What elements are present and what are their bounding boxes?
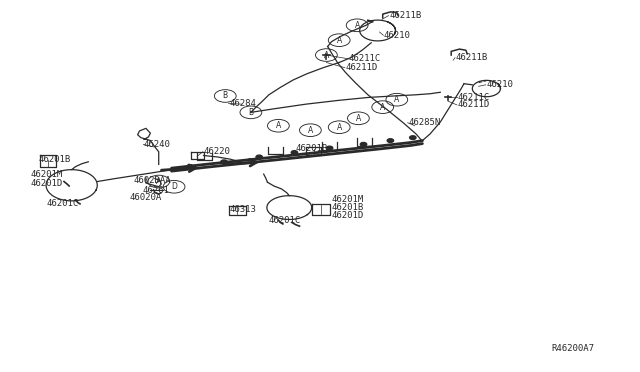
Text: 46261: 46261: [142, 186, 169, 195]
Text: 46210: 46210: [384, 31, 411, 40]
Text: 46201B: 46201B: [38, 155, 70, 164]
Circle shape: [256, 155, 262, 159]
Text: 46201D: 46201D: [332, 211, 364, 219]
Text: 46211C: 46211C: [458, 93, 490, 102]
Text: 46211D: 46211D: [458, 100, 490, 109]
Text: D: D: [171, 182, 177, 191]
Text: 4602DAA: 4602DAA: [133, 176, 171, 185]
Text: 46211B: 46211B: [389, 11, 421, 20]
Circle shape: [410, 136, 416, 140]
Text: 46201B: 46201B: [296, 144, 328, 153]
Text: 46020A: 46020A: [129, 193, 161, 202]
Text: 46211B: 46211B: [456, 53, 488, 62]
Text: 46201M: 46201M: [332, 195, 364, 203]
Text: 46313: 46313: [229, 205, 256, 214]
Circle shape: [221, 160, 227, 164]
Text: 46220: 46220: [204, 147, 230, 156]
Text: A: A: [156, 177, 161, 186]
Text: A: A: [380, 103, 385, 112]
Text: R46200A7: R46200A7: [552, 344, 595, 353]
Text: A: A: [355, 21, 360, 30]
Text: 46211C: 46211C: [349, 54, 381, 63]
Text: 46201D: 46201D: [31, 179, 63, 187]
Text: 46201M: 46201M: [31, 170, 63, 179]
Text: A: A: [308, 126, 313, 135]
Circle shape: [360, 142, 367, 146]
Text: B: B: [248, 108, 253, 117]
Text: A: A: [276, 121, 281, 130]
Text: 46201B: 46201B: [332, 203, 364, 212]
Circle shape: [291, 151, 298, 154]
Text: 46285N: 46285N: [408, 118, 440, 127]
Text: A: A: [356, 114, 361, 123]
Circle shape: [326, 146, 333, 150]
Text: 46284: 46284: [229, 99, 256, 108]
Text: B: B: [223, 92, 228, 100]
Text: 46201C: 46201C: [269, 216, 301, 225]
Text: 46211D: 46211D: [346, 63, 378, 72]
Text: A: A: [394, 95, 399, 104]
Circle shape: [187, 165, 193, 169]
Text: A: A: [324, 51, 329, 60]
Text: 46240: 46240: [144, 140, 171, 149]
Circle shape: [387, 139, 394, 142]
Text: A: A: [337, 36, 342, 45]
Text: 46210: 46210: [486, 80, 513, 89]
Text: A: A: [337, 123, 342, 132]
Text: 46201C: 46201C: [46, 199, 78, 208]
